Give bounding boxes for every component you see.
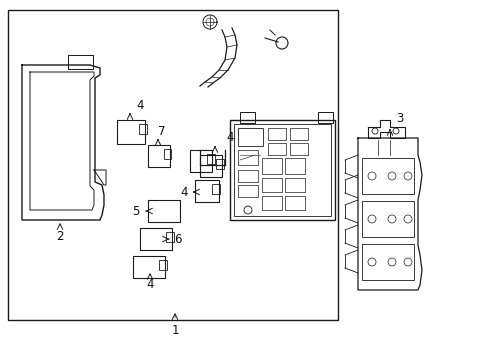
Bar <box>262 196 282 210</box>
Bar <box>139 124 147 134</box>
Bar <box>289 143 307 155</box>
Text: 7: 7 <box>158 125 165 138</box>
Text: 4: 4 <box>136 99 143 112</box>
Bar <box>238 128 263 146</box>
Bar <box>262 158 282 174</box>
Bar <box>361 201 413 237</box>
Bar <box>361 244 413 280</box>
Bar <box>238 170 258 182</box>
Bar <box>238 150 258 165</box>
Bar <box>234 124 330 216</box>
Bar <box>240 112 254 123</box>
Bar <box>285 178 305 192</box>
Text: 4: 4 <box>226 131 233 144</box>
Bar <box>163 149 171 159</box>
Bar <box>206 154 215 164</box>
Bar <box>285 196 305 210</box>
Bar <box>212 184 220 194</box>
Bar <box>190 150 212 172</box>
Bar <box>216 159 224 169</box>
Text: 1: 1 <box>171 324 179 337</box>
Bar <box>361 158 413 194</box>
Bar <box>285 158 305 174</box>
Bar <box>267 128 285 140</box>
Bar <box>140 228 172 250</box>
Bar <box>148 145 170 167</box>
Text: 4: 4 <box>146 279 153 292</box>
Bar <box>229 120 334 220</box>
Bar <box>117 120 145 144</box>
Bar <box>133 256 164 278</box>
Text: 2: 2 <box>56 230 63 243</box>
Bar <box>8 10 337 320</box>
Text: 3: 3 <box>395 112 403 125</box>
Bar <box>195 180 219 202</box>
Bar <box>68 55 93 69</box>
Bar <box>148 200 180 222</box>
Bar <box>165 232 174 242</box>
Bar <box>267 143 285 155</box>
Bar <box>200 155 222 177</box>
Bar <box>317 112 332 123</box>
Bar <box>289 128 307 140</box>
Bar <box>159 260 167 270</box>
Bar <box>262 178 282 192</box>
Bar <box>238 185 258 197</box>
Text: 6: 6 <box>174 233 182 246</box>
Text: 5: 5 <box>132 204 140 217</box>
Text: 4: 4 <box>180 185 187 198</box>
